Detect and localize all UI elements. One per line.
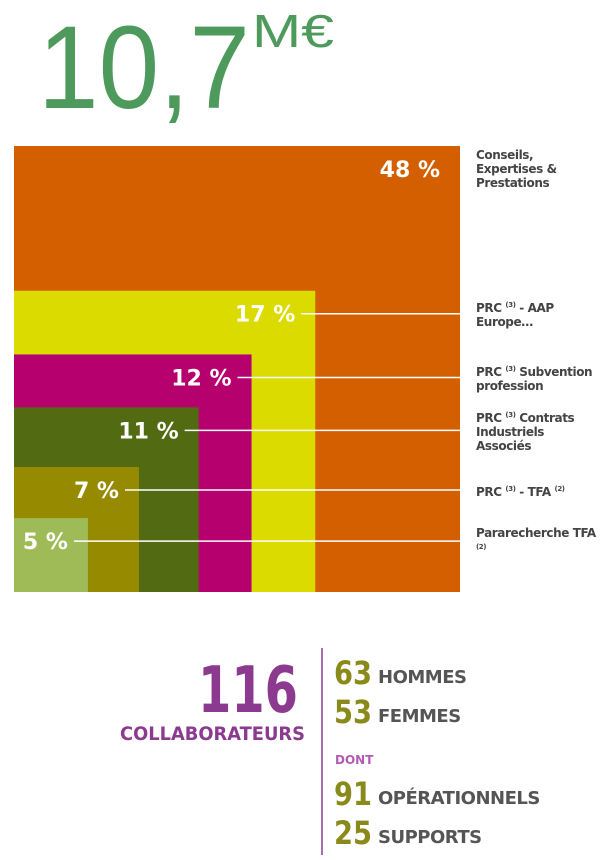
staff-number: 25 bbox=[334, 814, 372, 852]
legend-label: PRC (3) Subvention profession bbox=[476, 364, 593, 393]
legend-item: Conseils, Expertises & Prestations bbox=[476, 148, 557, 190]
headline-unit: M€ bbox=[252, 5, 334, 57]
value-label: 48 % bbox=[380, 158, 440, 183]
staff-list: 63 HOMMES 53 FEMMES 91 OPÉRATIONNELS 25 SUPPORT… bbox=[334, 654, 540, 852]
staff-label: HOMMES bbox=[378, 667, 466, 688]
legend-label: PRC (3) - TFA (2) bbox=[476, 484, 565, 499]
staff-number: 91 bbox=[334, 775, 372, 813]
staff-label: OPÉRATIONNELS bbox=[378, 787, 540, 809]
value-label: 12 % bbox=[171, 366, 231, 391]
staff-label: FEMMES bbox=[378, 706, 461, 727]
staff-number: 53 bbox=[334, 693, 372, 731]
headline-value: 10,7 bbox=[38, 2, 250, 134]
legend-label: Conseils, Expertises & Prestations bbox=[476, 148, 557, 190]
value-label: 7 % bbox=[74, 479, 119, 504]
staff-total: 116 bbox=[198, 654, 298, 728]
staff-total-label: COLLABORATEURS bbox=[120, 723, 305, 745]
legend-item: PRC (3) Contrats Industriels Associés bbox=[476, 410, 575, 453]
legend-item: Pararecherche TFA (2) bbox=[476, 525, 596, 551]
legend-label: Pararecherche TFA (2) bbox=[476, 525, 596, 551]
squares-chart: 48 % Conseils, Expertises & Prestations 17… bbox=[14, 146, 596, 592]
legend-label: PRC (3) - AAP Europe… bbox=[476, 301, 554, 330]
staff-number: 63 bbox=[334, 654, 372, 692]
legend-item: PRC (3) - AAP Europe… bbox=[476, 301, 554, 330]
legend-label: PRC (3) Contrats Industriels Associés bbox=[476, 410, 575, 453]
dont-label: DONT bbox=[335, 753, 374, 767]
value-label: 5 % bbox=[23, 530, 68, 555]
staff-label: SUPPORTS bbox=[378, 827, 482, 848]
legend-item: PRC (3) Subvention profession bbox=[476, 364, 593, 393]
legend-item: PRC (3) - TFA (2) bbox=[476, 484, 565, 499]
value-label: 11 % bbox=[118, 419, 178, 444]
value-label: 17 % bbox=[235, 303, 295, 328]
square bbox=[14, 518, 88, 592]
